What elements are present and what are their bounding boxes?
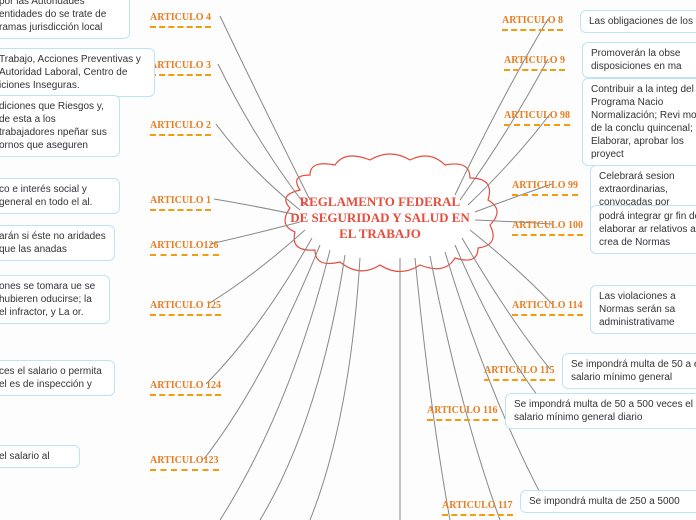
article-label-right[interactable]: ARTICULO 100 <box>512 220 583 236</box>
article-label-left[interactable]: ARTICULO 1 <box>150 195 211 211</box>
article-desc-left: por las Autoridades entidades do se trat… <box>0 0 130 39</box>
article-desc-left: Trabajo, Acciones Preventivas y Autorida… <box>0 48 155 97</box>
article-desc-left: arán si éste no aridades que las anadas <box>0 225 115 261</box>
article-desc-left: el salario al <box>0 445 80 468</box>
article-label-left[interactable]: ARTICULO 4 <box>150 12 211 28</box>
article-label-right[interactable]: ARTICULO 9 <box>504 55 565 71</box>
article-desc-right: Contribuir a la integ del Programa Nacio… <box>582 78 696 166</box>
article-desc-right: Promoverán la obse disposiciones en ma <box>582 42 696 78</box>
article-label-right[interactable]: ARTICULO 99 <box>512 180 578 196</box>
article-label-left[interactable]: ARTICULO 3 <box>150 60 211 76</box>
article-label-left[interactable]: ARTICULO 2 <box>150 120 211 136</box>
article-label-right[interactable]: ARTICULO 117 <box>442 500 513 516</box>
article-desc-left: ces el salario o permita el es de inspec… <box>0 360 115 396</box>
article-label-right[interactable]: ARTICULO 8 <box>502 15 563 31</box>
article-label-right[interactable]: ARTICULO 115 <box>484 365 555 381</box>
article-desc-right: Se impondrá multa de 50 a el salario mín… <box>562 353 696 389</box>
center-title: REGLAMENTO FEDERAL DE SEGURIDAD Y SALUD … <box>290 194 470 242</box>
center-node[interactable]: REGLAMENTO FEDERAL DE SEGURIDAD Y SALUD … <box>270 178 490 258</box>
article-label-right[interactable]: ARTICULO 114 <box>512 300 583 316</box>
article-desc-left: diciones que Riesgos y, de esta a los tr… <box>0 95 120 157</box>
mindmap-canvas: REGLAMENTO FEDERAL DE SEGURIDAD Y SALUD … <box>0 0 696 520</box>
article-label-right[interactable]: ARTICULO 98 <box>504 110 570 126</box>
article-label-left[interactable]: ARTICULO 124 <box>150 380 221 396</box>
article-label-left[interactable]: ARTICULO126 <box>150 240 219 256</box>
article-label-right[interactable]: ARTICULO 116 <box>427 405 498 421</box>
article-desc-left: co e interés social y general en todo el… <box>0 178 120 214</box>
article-desc-right: Las obligaciones de los tra <box>580 10 696 33</box>
article-desc-right: Se impondrá multa de 250 a 5000 <box>520 490 696 513</box>
article-label-left[interactable]: ARTICULO 125 <box>150 300 221 316</box>
article-label-left[interactable]: ARTICULO123 <box>150 455 219 471</box>
article-desc-right: Las violaciones a Normas serán sa admini… <box>590 285 696 334</box>
article-desc-right: Se impondrá multa de 50 a 500 veces el s… <box>505 393 696 429</box>
article-desc-left: ones se tomara ue se hubieren oducirse; … <box>0 275 110 324</box>
article-desc-right: podrá integrar gr fin de elaborar ar rel… <box>590 205 696 254</box>
